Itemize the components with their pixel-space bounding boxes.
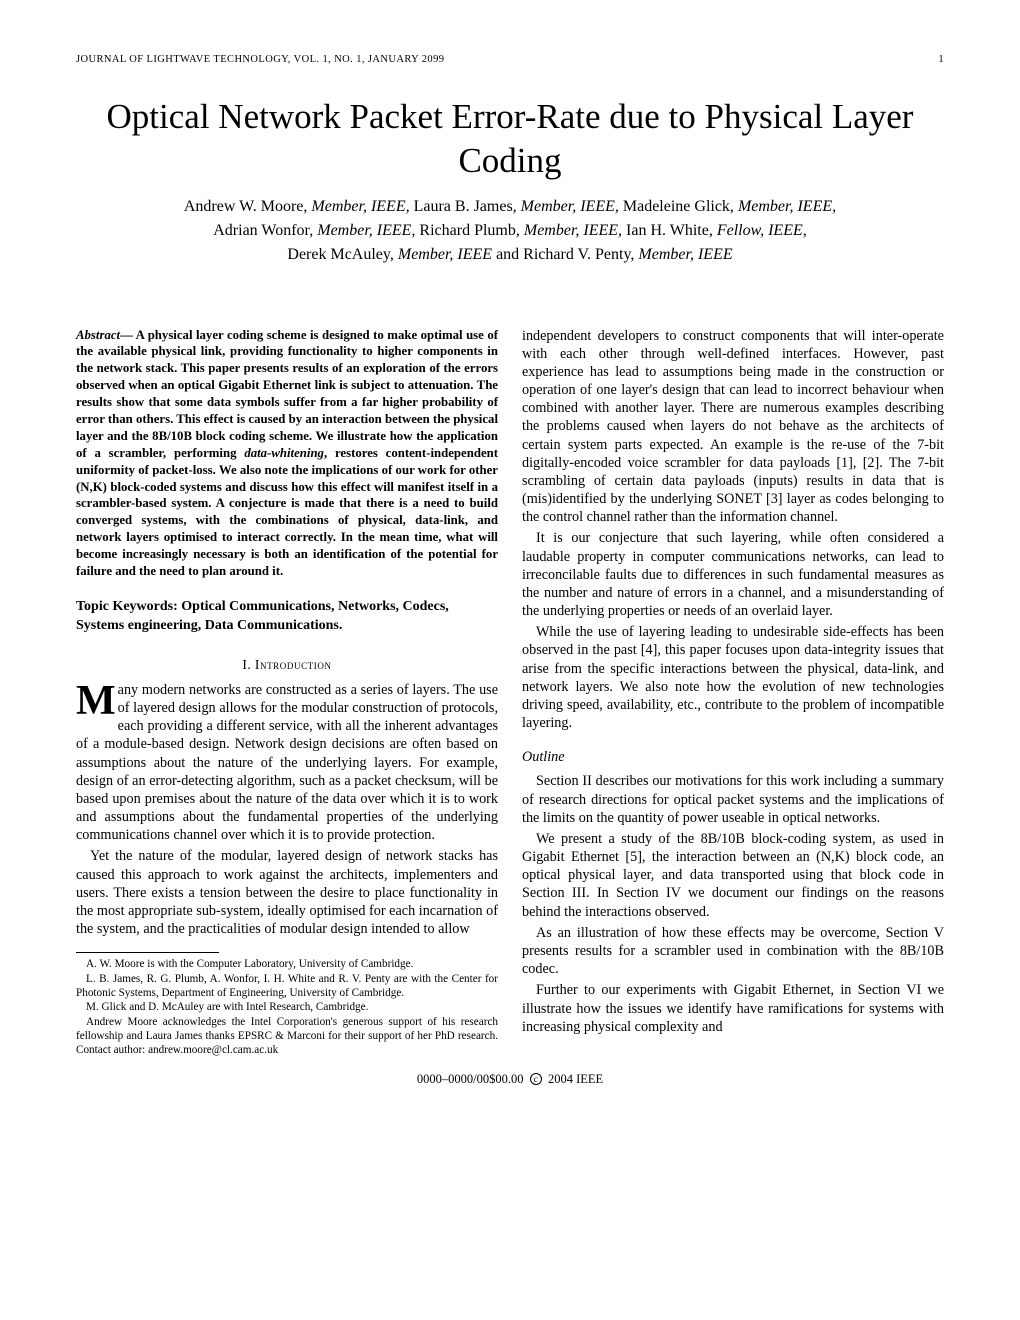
footnote-affiliation-3: M. Glick and D. McAuley are with Intel R…: [76, 1000, 498, 1014]
page-number: 1: [938, 54, 944, 65]
copyright-issn: 0000–0000/00$00.00: [417, 1072, 524, 1086]
running-head: JOURNAL OF LIGHTWAVE TECHNOLOGY, VOL. 1,…: [76, 54, 944, 65]
body-columns: Abstract— A physical layer coding scheme…: [76, 327, 944, 1058]
section-heading-introduction: I. Introduction: [76, 656, 498, 673]
outline-paragraph-2: We present a study of the 8B/10B block-c…: [522, 830, 944, 921]
intro-paragraph-2: Yet the nature of the modular, layered d…: [76, 847, 498, 938]
col2-paragraph-1: independent developers to construct comp…: [522, 327, 944, 527]
copyright-icon: c: [530, 1073, 542, 1085]
intro-paragraph-1: Many modern networks are constructed as …: [76, 681, 498, 845]
copyright-year-publisher: 2004 IEEE: [548, 1072, 603, 1086]
section-title: Introduction: [255, 657, 332, 672]
author-footnotes: A. W. Moore is with the Computer Laborat…: [76, 957, 498, 1057]
footnote-rule: [76, 952, 219, 953]
journal-name: JOURNAL OF LIGHTWAVE TECHNOLOGY, VOL. 1,…: [76, 54, 444, 65]
footnote-affiliation-1: A. W. Moore is with the Computer Laborat…: [76, 957, 498, 971]
footnote-affiliation-2: L. B. James, R. G. Plumb, A. Wonfor, I. …: [76, 972, 498, 1001]
topic-keywords: Topic Keywords: Optical Communications, …: [76, 598, 498, 636]
col2-paragraph-3: While the use of layering leading to und…: [522, 623, 944, 732]
outline-paragraph-3: As an illustration of how these effects …: [522, 924, 944, 979]
paper-title: Optical Network Packet Error-Rate due to…: [76, 95, 944, 183]
copyright-line: 0000–0000/00$00.00 c 2004 IEEE: [76, 1072, 944, 1087]
footnote-acknowledgment: Andrew Moore acknowledges the Intel Corp…: [76, 1015, 498, 1058]
author-list: Andrew W. Moore, Member, IEEE, Laura B. …: [76, 195, 944, 267]
outline-heading: Outline: [522, 748, 944, 766]
col2-paragraph-2: It is our conjecture that such layering,…: [522, 529, 944, 620]
abstract: Abstract— A physical layer coding scheme…: [76, 327, 498, 580]
section-number: I.: [242, 657, 251, 672]
outline-paragraph-4: Further to our experiments with Gigabit …: [522, 981, 944, 1036]
outline-paragraph-1: Section II describes our motivations for…: [522, 772, 944, 827]
